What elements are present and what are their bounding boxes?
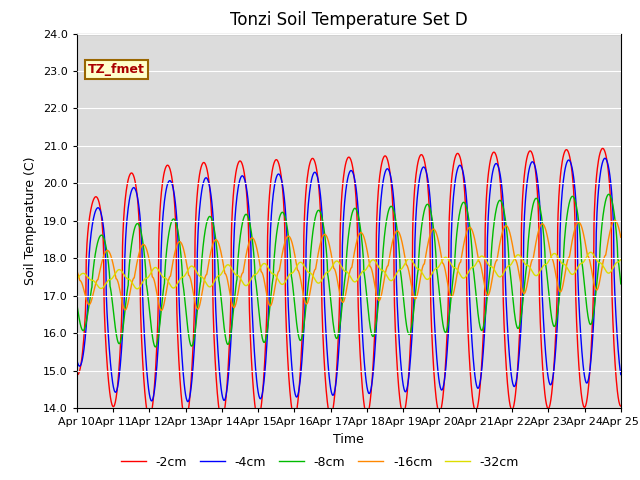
-8cm xyxy=(287,257,294,263)
-4cm xyxy=(522,191,530,196)
-32cm xyxy=(617,256,625,262)
-8cm xyxy=(193,308,201,314)
Line: -2cm: -2cm xyxy=(77,148,621,420)
-2cm xyxy=(300,233,308,239)
-8cm xyxy=(300,324,308,329)
-32cm xyxy=(300,263,308,268)
-32cm xyxy=(73,276,81,282)
Line: -16cm: -16cm xyxy=(77,220,621,311)
-16cm xyxy=(287,236,294,241)
-8cm xyxy=(617,281,625,287)
-8cm xyxy=(569,193,577,199)
-16cm xyxy=(193,306,201,312)
-4cm xyxy=(287,347,294,352)
-4cm xyxy=(184,399,192,405)
-32cm xyxy=(569,272,577,277)
-2cm xyxy=(73,372,81,377)
-4cm xyxy=(569,169,577,175)
-4cm xyxy=(601,156,609,161)
-4cm xyxy=(193,250,201,255)
X-axis label: Time: Time xyxy=(333,432,364,445)
-2cm xyxy=(193,191,201,196)
Legend: -2cm, -4cm, -8cm, -16cm, -32cm: -2cm, -4cm, -8cm, -16cm, -32cm xyxy=(116,451,524,474)
-32cm xyxy=(287,271,294,276)
-4cm xyxy=(73,357,81,362)
-8cm xyxy=(522,268,530,274)
-8cm xyxy=(73,301,81,307)
-32cm xyxy=(193,270,201,276)
-4cm xyxy=(300,327,308,333)
-16cm xyxy=(433,231,440,237)
Y-axis label: Soil Temperature (C): Soil Temperature (C) xyxy=(24,156,37,285)
-2cm xyxy=(182,418,189,423)
-16cm xyxy=(157,308,165,313)
-2cm xyxy=(617,403,625,409)
-8cm xyxy=(605,192,612,197)
-16cm xyxy=(611,217,619,223)
-16cm xyxy=(300,295,308,300)
-4cm xyxy=(433,351,440,357)
-4cm xyxy=(617,372,625,377)
-32cm xyxy=(133,286,141,292)
Line: -32cm: -32cm xyxy=(77,252,621,289)
-2cm xyxy=(433,398,440,404)
Line: -4cm: -4cm xyxy=(77,158,621,402)
-2cm xyxy=(287,396,294,402)
-16cm xyxy=(522,287,530,293)
-16cm xyxy=(73,267,81,273)
-8cm xyxy=(433,265,440,271)
-32cm xyxy=(433,265,440,271)
-16cm xyxy=(569,235,577,240)
-2cm xyxy=(569,177,577,183)
-32cm xyxy=(522,262,530,268)
-2cm xyxy=(522,160,530,166)
Text: TZ_fmet: TZ_fmet xyxy=(88,63,145,76)
-8cm xyxy=(152,344,159,350)
-32cm xyxy=(587,250,595,255)
Line: -8cm: -8cm xyxy=(77,194,621,347)
-16cm xyxy=(617,234,625,240)
Title: Tonzi Soil Temperature Set D: Tonzi Soil Temperature Set D xyxy=(230,11,468,29)
-2cm xyxy=(599,145,607,151)
